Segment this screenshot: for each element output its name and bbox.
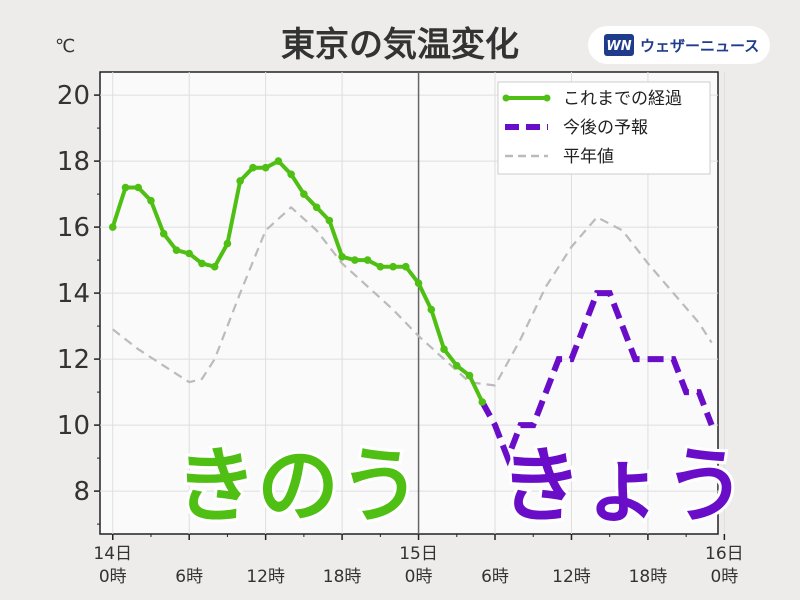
y-tick-label: 16	[57, 213, 90, 243]
legend-marker-observed	[543, 94, 551, 102]
x-tick-label-hour: 12時	[552, 567, 591, 587]
legend-label-forecast: 今後の予報	[563, 118, 648, 138]
legend: これまでの経過 今後の予報 平年値	[497, 81, 711, 175]
data-point	[427, 305, 436, 314]
legend-marker-observed	[502, 94, 510, 102]
data-point	[274, 157, 283, 165]
series-line-1	[479, 290, 715, 467]
y-tick-label: 20	[57, 81, 90, 111]
x-tick-label-day: 14日	[93, 544, 132, 564]
data-point	[210, 262, 219, 271]
x-tick-label-hour: 18時	[629, 567, 668, 587]
y-tick-label: 10	[57, 411, 90, 441]
series-layer	[108, 157, 715, 467]
data-point	[134, 183, 143, 192]
data-point	[198, 259, 206, 268]
x-tick-label-hour: 6時	[481, 567, 509, 587]
data-point	[108, 223, 117, 231]
brand-name: ウェザーニュース	[640, 37, 759, 55]
data-point	[389, 262, 397, 271]
x-tick-label-hour: 0時	[405, 567, 433, 587]
data-point	[465, 371, 474, 380]
y-unit-label: ℃	[55, 36, 75, 57]
legend-label-normal: 平年値	[563, 147, 614, 167]
today-label: きょう	[500, 439, 746, 534]
chart-title: 東京の気温変化	[281, 25, 519, 65]
data-point	[287, 170, 295, 179]
x-tick-label-hour: 18時	[323, 567, 362, 587]
brand-logo-text: WN	[606, 39, 631, 54]
data-point	[325, 216, 334, 225]
legend-label-observed: これまでの経過	[563, 89, 682, 109]
data-point	[249, 163, 257, 172]
data-point	[440, 345, 448, 354]
data-point	[147, 196, 155, 205]
data-point	[376, 262, 385, 271]
y-tick-label: 14	[57, 279, 90, 309]
x-tick-label-hour: 6時	[175, 567, 203, 587]
data-point	[185, 249, 193, 258]
y-tick-label: 12	[57, 345, 90, 375]
data-point	[236, 177, 244, 185]
data-point	[351, 256, 359, 264]
data-point	[261, 163, 270, 172]
x-tick-label-day: 16日	[705, 544, 744, 564]
data-point	[159, 229, 168, 238]
data-point	[363, 256, 372, 264]
x-tick-label-hour: 0時	[710, 567, 738, 587]
data-point	[312, 203, 321, 212]
data-point	[452, 361, 461, 370]
data-point	[338, 252, 346, 261]
x-tick-label-day: 15日	[399, 544, 438, 564]
data-point	[300, 190, 308, 198]
data-point	[121, 183, 130, 192]
y-tick-label: 18	[57, 147, 90, 177]
data-point	[478, 398, 487, 406]
data-point	[223, 239, 232, 248]
brand-logo-icon	[604, 34, 634, 56]
yesterday-label: きのう	[175, 439, 421, 534]
data-point	[414, 279, 423, 288]
series-line-2	[112, 206, 713, 387]
brand-badge: WN ウェザーニュース	[588, 26, 770, 64]
x-tick-label-hour: 12時	[246, 567, 285, 587]
data-point	[402, 262, 410, 271]
data-point	[172, 246, 181, 254]
x-tick-label-hour: 0時	[99, 567, 127, 587]
y-tick-label: 8	[73, 477, 90, 507]
axis-labels: 8 10 12 14 16 18 20 14日 0時 6時 12時 18時 15日 0時 6時 12時 18時 1…	[57, 81, 744, 587]
